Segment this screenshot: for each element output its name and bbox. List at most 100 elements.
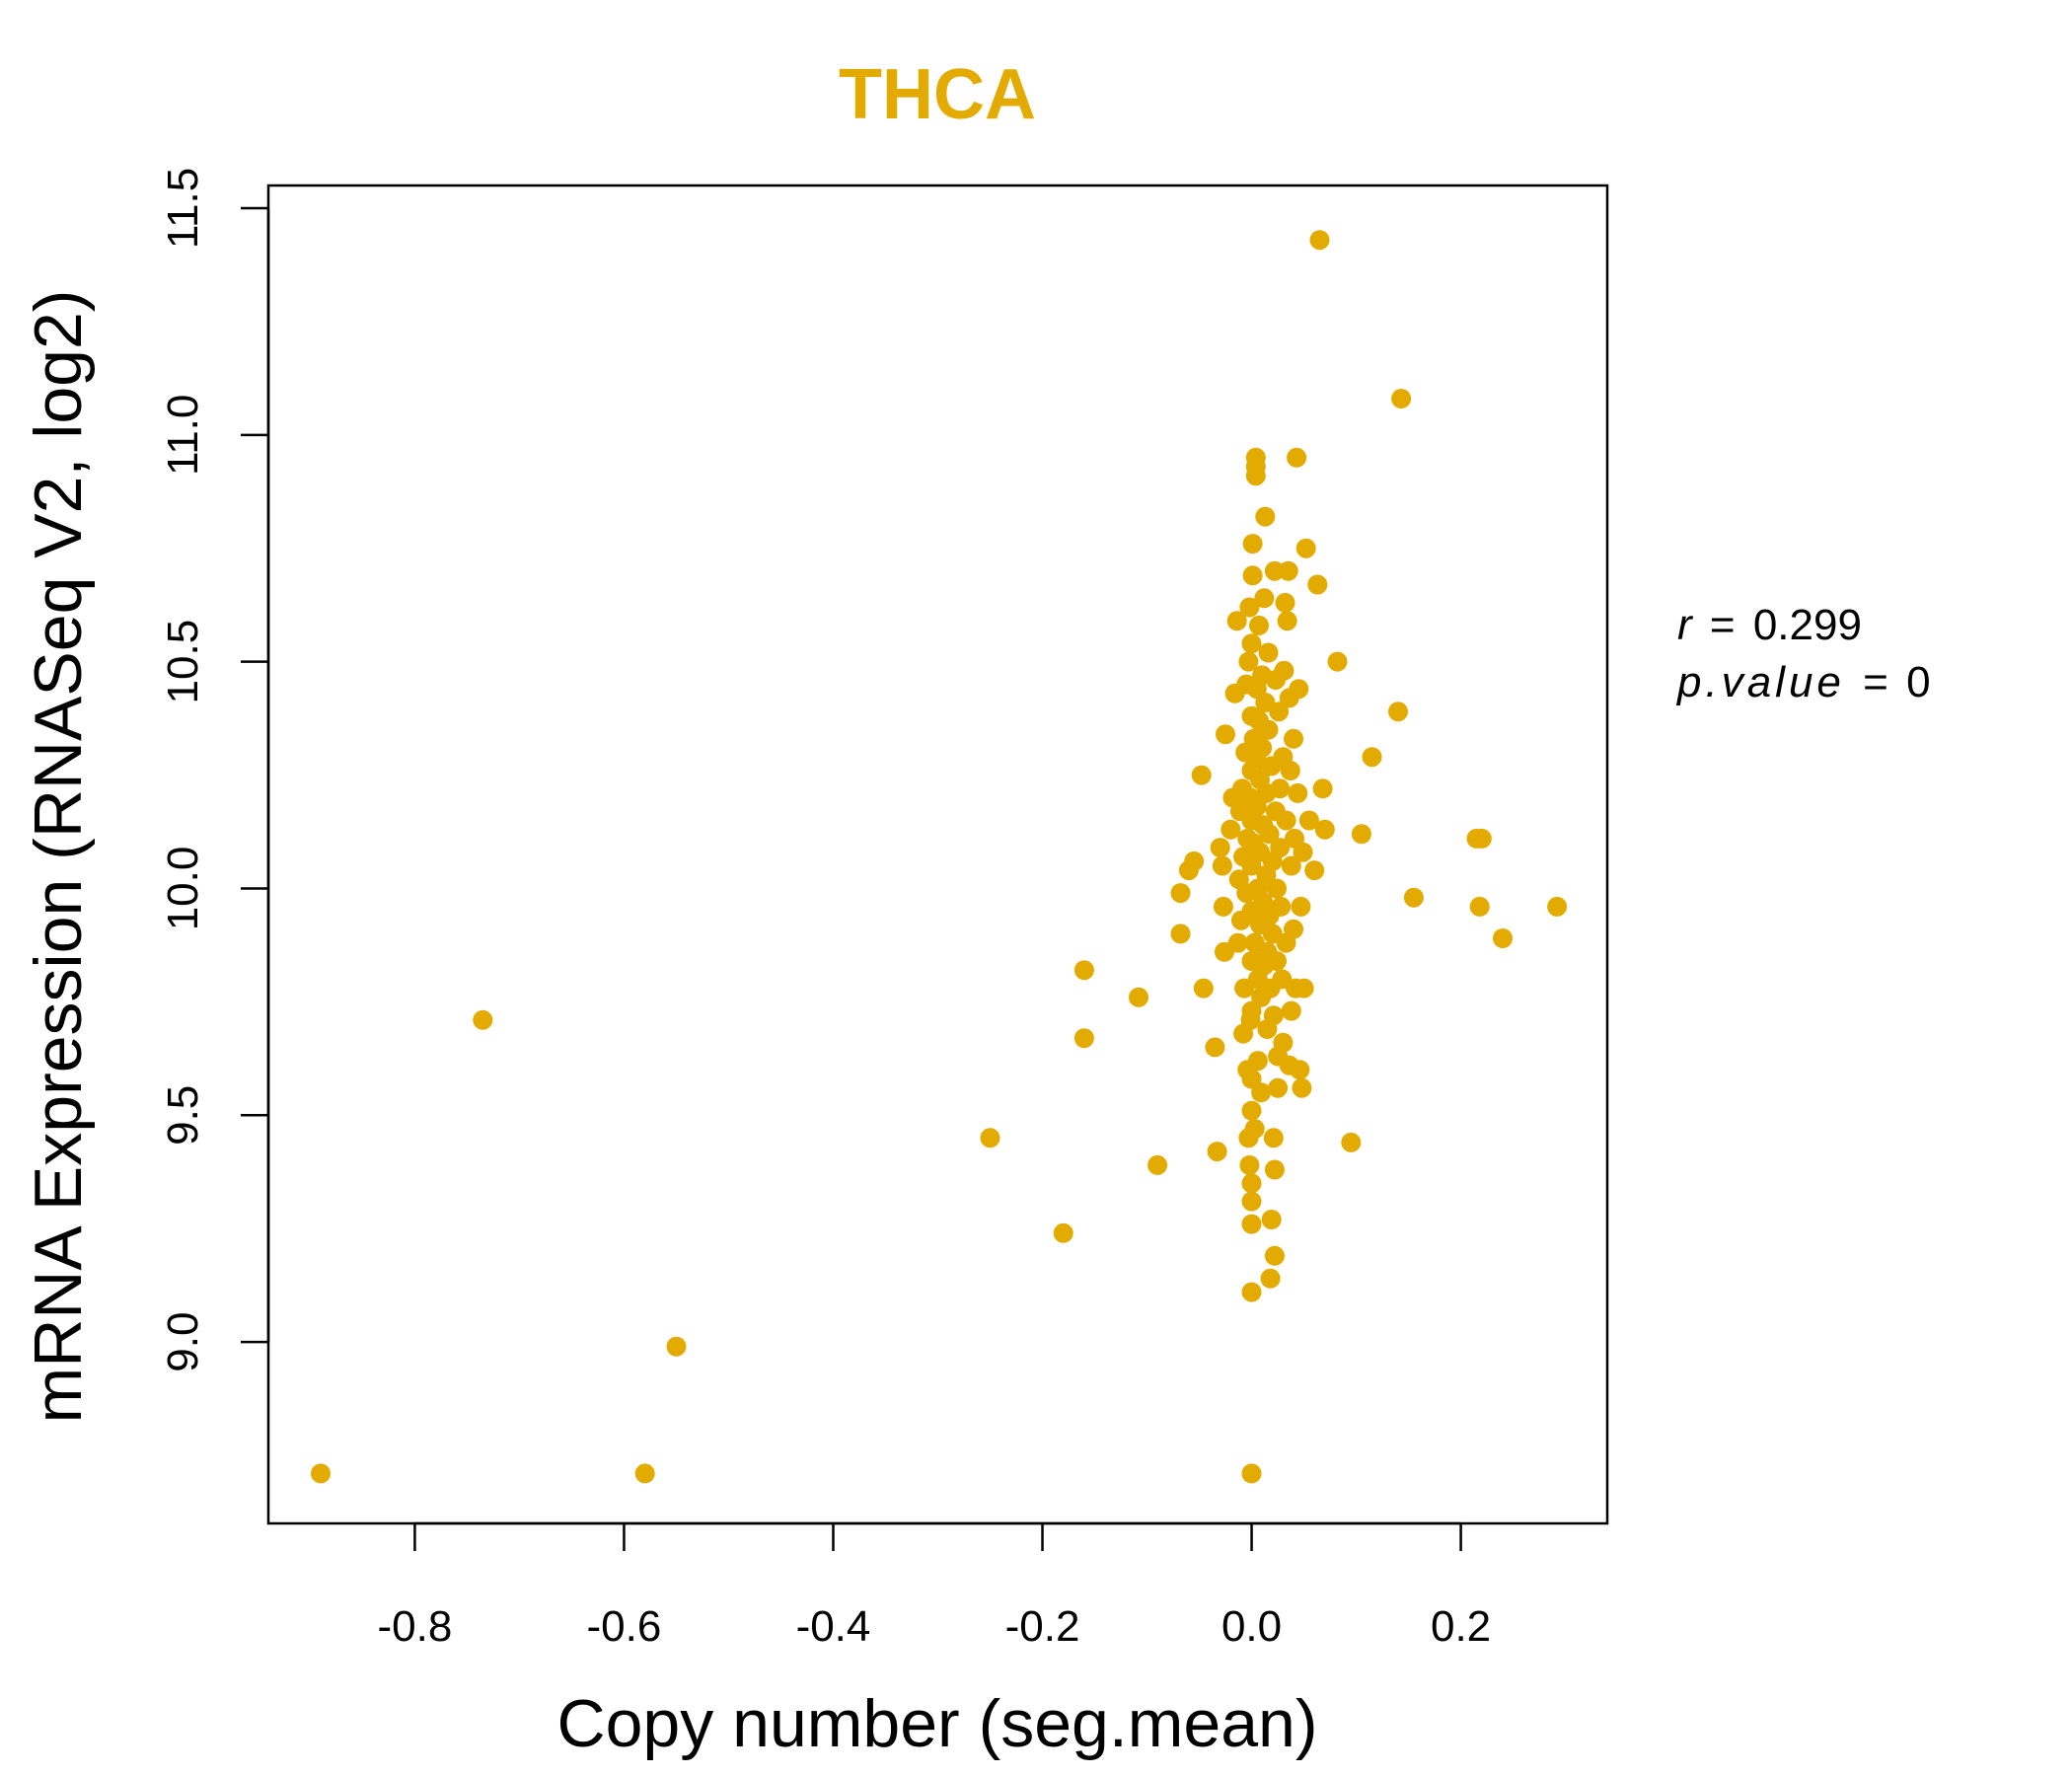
data-point <box>1291 896 1311 917</box>
data-point <box>1471 828 1492 849</box>
data-point <box>1275 592 1295 613</box>
stats-annotation: r = 0.299 p.value = 0 <box>1675 601 1931 706</box>
data-point <box>1264 560 1285 581</box>
data-point <box>1288 782 1308 803</box>
data-point <box>473 1009 493 1030</box>
x-tick-label: -0.2 <box>1005 1602 1080 1651</box>
data-point <box>1264 1245 1285 1266</box>
data-point <box>1280 761 1300 780</box>
data-point <box>1241 1191 1262 1212</box>
data-point <box>1281 855 1301 876</box>
r-label: r <box>1677 601 1694 649</box>
data-point <box>1205 1037 1225 1058</box>
data-point <box>1239 1154 1260 1175</box>
data-point <box>1278 560 1298 581</box>
data-point <box>1403 887 1424 908</box>
data-point <box>1314 819 1335 840</box>
data-point <box>1245 447 1266 468</box>
y-axis-title: mRNA Expression (RNASeq V2, log2) <box>21 290 96 1424</box>
x-axis-title: Copy number (seg.mean) <box>556 1686 1317 1761</box>
data-point <box>1212 855 1232 876</box>
data-point <box>1263 1005 1284 1026</box>
data-point <box>1547 896 1568 917</box>
data-point <box>1273 1032 1294 1053</box>
data-point <box>1251 1082 1272 1103</box>
data-point <box>1269 702 1290 722</box>
data-point <box>1264 1159 1285 1180</box>
data-point <box>1241 1214 1262 1234</box>
data-point <box>1292 1077 1312 1098</box>
data-point <box>1241 1173 1262 1194</box>
data-point <box>1238 651 1259 672</box>
data-point <box>1469 896 1490 917</box>
data-point <box>1312 778 1333 799</box>
data-point <box>1267 878 1287 899</box>
data-point <box>1309 230 1330 251</box>
data-point <box>1242 534 1263 555</box>
data-point <box>1284 919 1303 939</box>
data-point <box>1261 1210 1282 1229</box>
data-point <box>1241 1282 1262 1302</box>
data-point <box>1241 633 1262 654</box>
data-point <box>1287 447 1307 468</box>
x-tick-label: 0.0 <box>1221 1602 1282 1651</box>
data-point <box>1239 597 1260 618</box>
y-tick-label: 10.0 <box>159 847 207 931</box>
data-point <box>1073 960 1094 981</box>
data-point <box>1242 565 1263 586</box>
data-point <box>1227 932 1248 953</box>
data-point <box>1341 1132 1362 1152</box>
data-point <box>1276 810 1296 831</box>
x-tick-label: -0.6 <box>587 1602 662 1651</box>
data-point <box>1263 1128 1284 1148</box>
points-layer <box>311 230 1568 1484</box>
data-point <box>1277 611 1297 631</box>
data-point <box>1391 389 1412 408</box>
data-point <box>1362 747 1382 768</box>
data-point <box>1290 1060 1310 1080</box>
x-axis: -0.8 -0.6 -0.4 -0.2 0.0 0.2 <box>378 1521 1491 1651</box>
data-point <box>1170 924 1191 944</box>
data-point <box>1268 1077 1289 1098</box>
data-point <box>1254 588 1275 609</box>
data-point <box>1493 928 1513 948</box>
data-point <box>666 1336 687 1357</box>
data-point <box>1241 1463 1262 1484</box>
data-point <box>1147 1154 1168 1175</box>
data-point <box>1284 728 1303 749</box>
data-point <box>1258 719 1279 740</box>
data-point <box>1260 1268 1281 1289</box>
data-point <box>1270 778 1291 799</box>
chart-title: THCA <box>839 55 1036 134</box>
p-value: 0 <box>1906 658 1930 706</box>
data-point <box>1170 883 1191 904</box>
data-point <box>1213 896 1233 917</box>
r-annotation: r = 0.299 <box>1677 601 1862 649</box>
data-point <box>1226 611 1247 631</box>
data-point <box>1258 642 1279 663</box>
y-axis: 9.0 9.5 10.0 10.5 11.0 11.5 <box>159 168 270 1372</box>
data-point <box>1210 838 1230 858</box>
plot-frame <box>266 184 1609 1525</box>
y-tick-label: 11.0 <box>159 395 207 476</box>
data-point <box>1274 660 1295 681</box>
x-tick-label: -0.8 <box>378 1602 453 1651</box>
data-point <box>1184 851 1205 871</box>
data-point <box>1249 615 1269 635</box>
data-point <box>1244 1119 1265 1140</box>
r-equals: = <box>1710 601 1736 649</box>
data-point <box>1255 506 1276 527</box>
data-point <box>1271 896 1292 917</box>
data-point <box>1252 738 1273 758</box>
data-point <box>1281 1000 1301 1021</box>
data-point <box>1193 978 1214 999</box>
data-point <box>634 1463 655 1484</box>
p-equals: = <box>1863 658 1888 706</box>
data-point <box>1207 1142 1227 1162</box>
data-point <box>1191 765 1212 785</box>
x-tick-label: -0.4 <box>796 1602 871 1651</box>
data-point <box>1259 824 1280 845</box>
data-point <box>1295 538 1316 558</box>
y-tick-label: 11.5 <box>159 168 207 249</box>
